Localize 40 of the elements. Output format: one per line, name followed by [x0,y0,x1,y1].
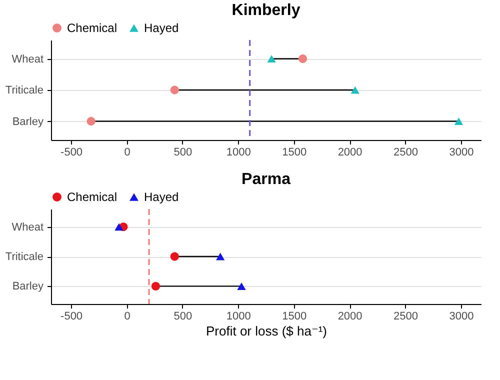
x-tick-label: 0 [124,310,130,322]
chart-title: Parma [242,171,291,188]
point [216,252,225,260]
x-tick-label: 3000 [449,310,474,322]
y-tick-label: Wheat [12,53,44,66]
point [298,54,308,64]
legend-label: Hayed [144,190,179,204]
point [237,282,246,290]
point [267,55,276,62]
point [170,252,179,261]
y-tick-label: Barley [12,116,44,128]
y-tick-label: Triticale [5,84,44,96]
x-tick-label: 1500 [282,146,307,158]
point [151,282,160,291]
point [350,86,360,94]
x-tick-label: 2500 [394,310,418,322]
legend-label: Hayed [144,21,179,35]
x-axis-title: Profit or loss ($ ha⁻¹) [206,324,328,338]
y-tick-label: Wheat [12,221,44,234]
chart-title: Kimberly [232,2,300,19]
x-tick-label: -500 [60,146,83,158]
legend-label: Chemical [67,190,118,204]
y-tick-label: Triticale [5,251,44,263]
x-tick-label: 1000 [226,310,251,322]
legend-label: Chemical [67,21,118,35]
point [86,116,96,126]
x-tick-label: 3000 [449,146,474,158]
x-tick-label: 1000 [226,146,251,158]
y-tick-label: Barley [12,280,44,293]
point [454,118,464,125]
x-tick-label: 0 [124,146,130,158]
point [170,86,179,94]
x-tick-label: 2000 [338,310,362,322]
x-tick-label: 500 [174,146,192,158]
x-tick-label: 2000 [338,146,362,158]
x-tick-label: -500 [60,310,83,322]
x-tick-label: 1500 [282,310,307,322]
point [114,223,124,231]
x-tick-label: 2500 [394,146,418,158]
x-tick-label: 500 [174,310,192,322]
